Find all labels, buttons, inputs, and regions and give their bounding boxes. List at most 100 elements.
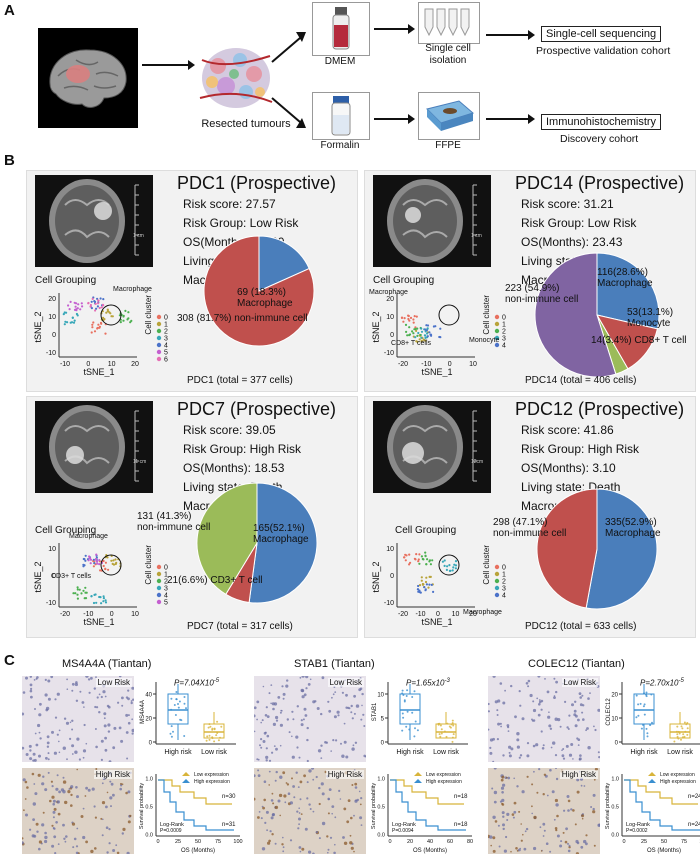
tsne-x-tick: 0 — [448, 361, 452, 368]
pie-chart — [536, 488, 658, 610]
immunohistochemistry-box: Immunohistochemistry — [541, 114, 662, 130]
cluster-legend-swatch — [156, 321, 162, 327]
formalin-label: Formalin — [320, 140, 360, 151]
tsne-point — [76, 586, 79, 589]
tsne-point — [104, 567, 107, 570]
km-logrank-p: P=0.0009 — [160, 828, 182, 834]
tsne-point — [73, 319, 76, 322]
tsne-point — [454, 567, 457, 570]
km-legend-high: High expression — [660, 779, 696, 785]
tsne-point — [408, 326, 411, 329]
pie-slice-label: 165(52.1%) Macrophage — [253, 523, 309, 545]
tsne-x-tick: -10 — [83, 611, 93, 618]
tsne-annotation: Macrophage — [69, 533, 108, 540]
tsne-point — [82, 565, 85, 568]
tsne-point — [90, 595, 93, 598]
km-logrank-label: Log-Rank — [626, 822, 650, 828]
tsne-point — [63, 311, 66, 314]
tsne-point — [420, 336, 423, 339]
tsne-point — [403, 556, 406, 559]
arrow-ffpe-ihc — [486, 114, 535, 124]
tsne-point — [90, 300, 93, 303]
tsne-point — [415, 315, 418, 318]
km-logrank-p: P=0.0094 — [392, 828, 414, 834]
tsne-point — [96, 297, 99, 300]
tsne-x-tick: 20 — [469, 611, 477, 618]
tsne-point — [93, 330, 97, 333]
tsne-point — [96, 327, 99, 330]
tsne-point — [411, 330, 414, 333]
tsne-point — [418, 553, 421, 556]
tsne-point — [415, 329, 418, 332]
ffpe-label: FFPE — [435, 140, 461, 151]
km-y-label: Survival probability — [605, 783, 611, 829]
tsne-point — [74, 305, 77, 308]
tsne-point — [90, 331, 93, 334]
tsne-point — [110, 315, 113, 318]
pie-total-label: PDC1 (total = 377 cells) — [187, 375, 293, 386]
km-x-tick: 20 — [407, 839, 413, 845]
tsne-annotation: CD8+ T cells — [391, 340, 432, 347]
pie-slice-label: 298 (47.1%) non-immune cell — [493, 517, 567, 539]
tsne-point — [75, 302, 78, 305]
tsne-point — [79, 308, 82, 311]
tsne-x-tick: -20 — [398, 361, 408, 368]
p-value-exponent: -5 — [213, 678, 220, 684]
cluster-legend-swatch — [156, 314, 162, 320]
km-low-expression-curve — [390, 779, 464, 805]
tsne-point — [426, 324, 430, 327]
tsne-point — [428, 331, 431, 334]
tsne-point — [438, 335, 441, 339]
tsne-point — [97, 302, 100, 305]
tsne-y-tick: 10 — [48, 314, 56, 321]
tsne-y-tick: 0 — [390, 332, 394, 339]
km-legend-low: Low expression — [660, 772, 695, 778]
tsne-point — [424, 339, 427, 342]
tsne-point — [78, 588, 81, 591]
tsne-point — [89, 562, 92, 565]
isolation-label: Single cell isolation — [425, 43, 471, 66]
tsne-point — [407, 314, 410, 317]
low-risk-tag: Low Risk — [327, 678, 364, 687]
cluster-legend-swatch — [494, 328, 500, 334]
tsne-point — [64, 320, 67, 323]
high-risk-tag: High Risk — [559, 770, 598, 779]
tsne-point — [429, 333, 432, 336]
tsne-point — [404, 323, 408, 326]
tsne-point — [89, 305, 92, 308]
tsne-x-tick: 0 — [110, 611, 114, 618]
tsne-point — [62, 313, 65, 316]
tsne-point — [425, 563, 428, 566]
patient-title: PDC7 (Prospective) — [177, 399, 337, 419]
ihc-marker-title: COLEC12 (Tiantan) — [528, 658, 625, 670]
tsne-point — [101, 303, 105, 306]
km-x-label: OS (Months) — [647, 848, 681, 854]
cell-grouping-label: Cell Grouping — [35, 275, 97, 286]
panel-label-b: B — [4, 152, 15, 169]
boxplot-y-tick: 0 — [381, 741, 385, 747]
single-cell-sequencing-box: Single-cell sequencing — [541, 26, 662, 42]
tsne-point — [407, 317, 410, 321]
tsne-point — [67, 304, 70, 307]
tsne-point — [114, 558, 117, 561]
cluster-legend-label: 6 — [164, 357, 168, 364]
tsne-point — [416, 340, 419, 343]
tsne-point — [454, 564, 458, 567]
boxplot-y-tick: 10 — [611, 717, 618, 723]
pie-slice — [534, 252, 617, 378]
tsne-point — [100, 322, 103, 325]
tsne-x-tick: 10 — [452, 611, 460, 618]
km-high-expression-curve — [624, 779, 700, 831]
km-n-low-expression: n=18 — [454, 794, 468, 800]
low-risk-ihc-image: Low Risk — [254, 676, 366, 762]
km-y-tick: 1.0 — [377, 777, 385, 783]
tsne-x-tick: 10 — [108, 361, 116, 368]
tsne-y-tick: -10 — [46, 350, 56, 357]
km-x-label: OS (Months) — [181, 848, 215, 854]
cluster-legend-swatch — [494, 578, 500, 584]
tsne-point — [66, 321, 69, 324]
tsne-point — [424, 588, 427, 591]
arrow-brain-tumour — [142, 60, 195, 70]
tsne-point — [76, 307, 79, 310]
